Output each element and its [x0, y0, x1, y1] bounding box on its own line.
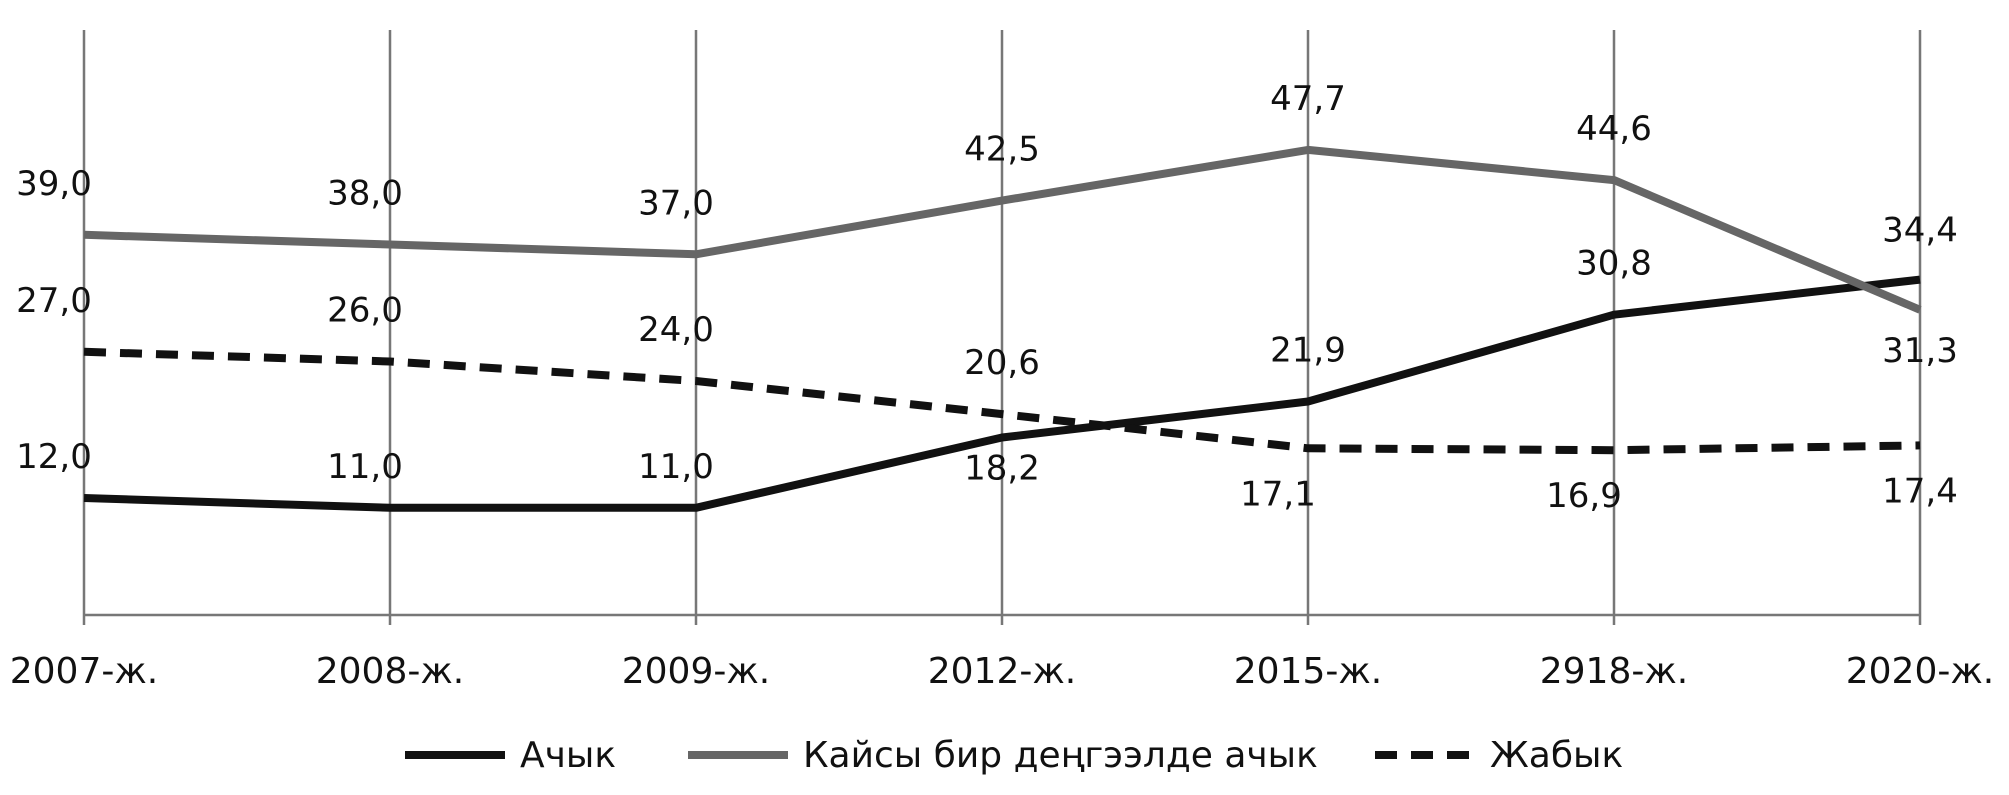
legend-label: Ачык: [520, 735, 616, 776]
data-label: 11,0: [638, 447, 714, 487]
data-label: 31,3: [1882, 331, 1958, 371]
series-line-1: [83, 145, 1922, 314]
x-tick-label: 2009-ж.: [622, 651, 770, 692]
data-label: 24,0: [638, 310, 714, 350]
legend-label: Жабык: [1490, 735, 1623, 776]
data-label: 11,0: [327, 447, 403, 487]
data-label: 37,0: [638, 183, 714, 223]
x-tick-label: 2012-ж.: [928, 651, 1076, 692]
data-label: 16,9: [1546, 476, 1622, 516]
data-label: 27,0: [16, 281, 92, 321]
x-tick-label: 2020-ж.: [1846, 651, 1994, 692]
grid: [82, 30, 1922, 625]
data-label: 47,7: [1270, 79, 1346, 119]
data-label: 30,8: [1576, 244, 1652, 284]
legend-label: Кайсы бир деңгээлде ачык: [803, 735, 1318, 776]
x-tick-label: 2918-ж.: [1540, 651, 1688, 692]
series-line-0: [83, 275, 1921, 512]
x-tick-label: 2007-ж.: [10, 651, 158, 692]
data-label: 42,5: [964, 130, 1040, 170]
data-label: 18,2: [964, 449, 1040, 489]
x-axis: 2007-ж. 2008-ж. 2009-ж. 2012-ж. 2015-ж. 2918-…: [10, 613, 1994, 692]
data-label: 17,4: [1882, 471, 1958, 511]
series-line-2: [83, 347, 1921, 455]
data-label: 44,6: [1576, 109, 1652, 149]
x-tick-label: 2015-ж.: [1234, 651, 1382, 692]
legend: Ачык Кайсы бир деңгээлде ачык Жабык: [405, 735, 1623, 776]
series-lines: [83, 145, 1922, 512]
x-tick-label: 2008-ж.: [316, 651, 464, 692]
data-label: 17,1: [1240, 474, 1316, 514]
data-labels: 12,0 11,0 11,0 18,2 21,9 30,8 34,4 39,0 38,0 37,0…: [16, 79, 1958, 516]
data-label: 39,0: [16, 164, 92, 204]
data-label: 38,0: [327, 174, 403, 214]
data-label: 20,6: [964, 343, 1040, 383]
data-label: 21,9: [1270, 330, 1346, 370]
data-label: 26,0: [327, 291, 403, 331]
data-label: 34,4: [1882, 211, 1958, 251]
data-label: 12,0: [16, 437, 92, 477]
